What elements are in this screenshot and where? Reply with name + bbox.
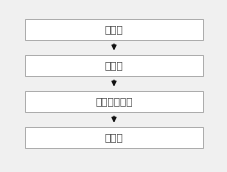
Bar xyxy=(25,55,202,76)
Text: 化学镀: 化学镀 xyxy=(104,60,123,70)
Text: 预处理: 预处理 xyxy=(104,24,123,34)
Text: 热处理: 热处理 xyxy=(104,133,123,143)
Bar xyxy=(25,19,202,40)
Text: 进行封闭处理: 进行封闭处理 xyxy=(95,96,132,106)
Bar xyxy=(25,127,202,148)
Bar xyxy=(25,91,202,112)
